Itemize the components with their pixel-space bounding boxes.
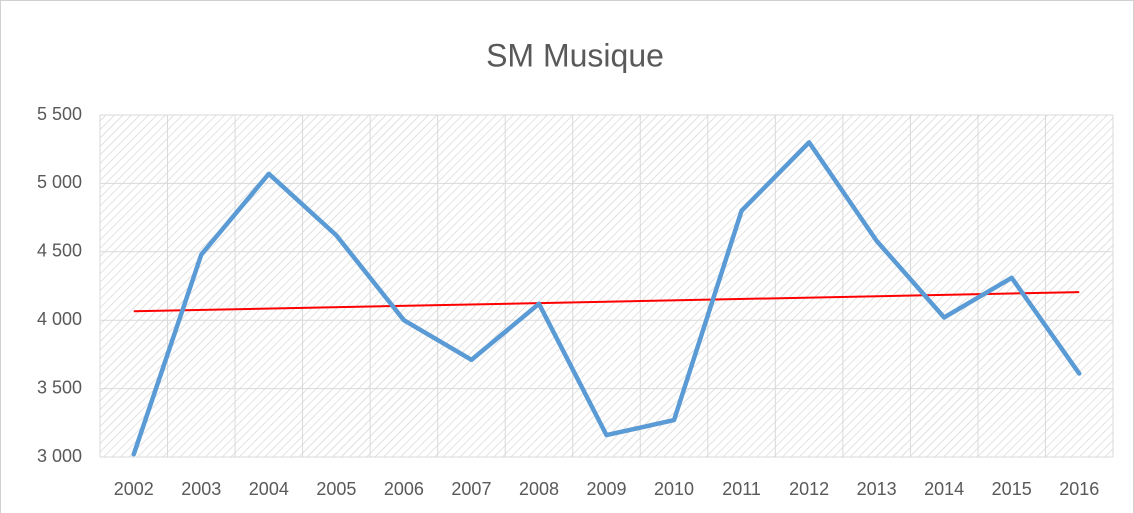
x-tick-label: 2011 <box>722 479 761 499</box>
y-tick-label: 3 500 <box>37 377 82 397</box>
plot-area <box>100 115 1113 457</box>
data-line <box>131 140 1082 457</box>
x-tick-label: 2010 <box>654 479 694 499</box>
y-tick-label: 3 000 <box>37 446 82 466</box>
x-tick-label: 2006 <box>384 479 424 499</box>
y-tick-label: 4 500 <box>37 241 82 261</box>
x-tick-label: 2007 <box>451 479 491 499</box>
x-tick-label: 2013 <box>857 479 897 499</box>
chart-title: SM Musique <box>486 37 664 73</box>
x-tick-label: 2016 <box>1059 479 1099 499</box>
x-tick-label: 2014 <box>924 479 964 499</box>
y-tick-label: 5 000 <box>37 172 82 192</box>
x-tick-label: 2002 <box>114 479 154 499</box>
x-tick-label: 2003 <box>181 479 221 499</box>
x-tick-label: 2008 <box>519 479 559 499</box>
x-tick-label: 2005 <box>316 479 356 499</box>
y-tick-label: 4 000 <box>37 309 82 329</box>
x-tick-label: 2015 <box>992 479 1032 499</box>
y-tick-label: 5 500 <box>37 104 82 124</box>
x-tick-label: 2012 <box>789 479 829 499</box>
trendline <box>133 291 1080 313</box>
x-tick-label: 2009 <box>586 479 626 499</box>
x-tick-label: 2004 <box>249 479 289 499</box>
